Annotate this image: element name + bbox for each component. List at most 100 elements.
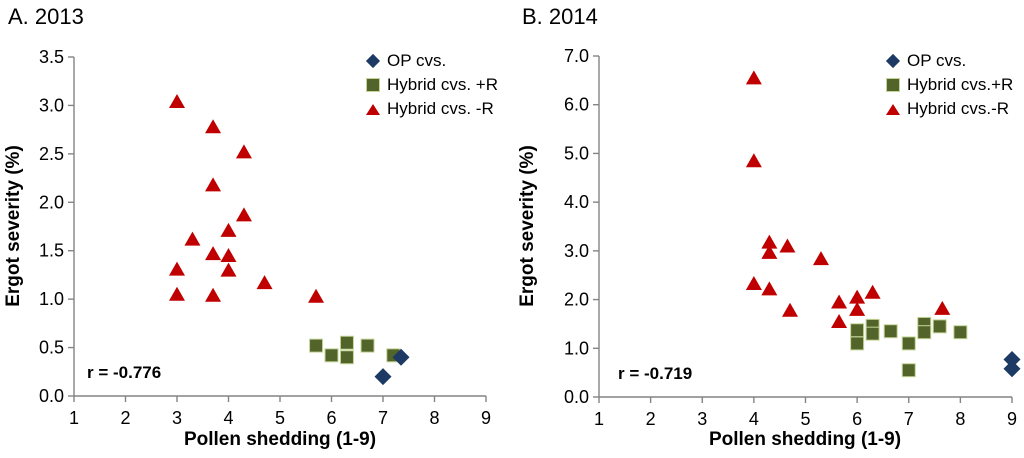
data-point-triangle [235, 207, 252, 222]
data-point-square [850, 323, 865, 338]
data-point-triangle [812, 251, 829, 266]
y-tick-label: 3.5 [39, 47, 64, 67]
data-point-square [360, 338, 375, 353]
y-tick-label: 2.0 [564, 290, 589, 310]
data-point-square [901, 336, 916, 351]
x-tick-label: 8 [429, 408, 439, 428]
data-point-square [953, 325, 968, 340]
y-tick-label: 5.0 [564, 143, 589, 163]
data-point-triangle [782, 302, 799, 317]
x-tick-label: 8 [955, 409, 965, 429]
y-tick-label: 0.0 [564, 387, 589, 407]
triangle-marker-icon [884, 103, 902, 115]
data-point-triangle [761, 281, 778, 296]
data-point-triangle [308, 288, 325, 303]
y-tick-label: 1.0 [564, 338, 589, 358]
data-point-square [324, 348, 339, 363]
data-point-square [850, 336, 865, 351]
series-triangle [169, 94, 325, 303]
legend-item-hybrid-plus-r: Hybrid cvs. +R [364, 73, 498, 97]
data-point-triangle [779, 238, 796, 253]
data-point-triangle [761, 244, 778, 259]
chart-panel-2013: A. 2013 Ergot severity (%) 1 2 3 4 5 6 7 8 9 0.0 0… [3, 4, 498, 450]
data-point-diamond [1003, 350, 1021, 368]
x-tick-label: 3 [697, 409, 707, 429]
legend-label: Hybrid cvs.+R [907, 75, 1014, 94]
data-point-square [932, 319, 947, 334]
x-tick-label: 2 [120, 408, 130, 428]
y-tick-label: 6.0 [564, 95, 589, 115]
data-point-triangle [169, 261, 185, 276]
legend-label: Hybrid cvs. +R [387, 75, 498, 94]
data-point-triangle [169, 94, 185, 109]
legend-item-hybrid-plus-r: Hybrid cvs.+R [884, 73, 1013, 97]
data-point-triangle [235, 144, 252, 159]
legend-label: OP cvs. [907, 51, 967, 70]
diamond-marker-icon [364, 53, 382, 69]
data-point-square [883, 324, 898, 339]
y-tick-label: 2.0 [39, 192, 64, 212]
data-point-triangle [169, 286, 185, 301]
x-tick-label: 7 [904, 409, 914, 429]
y-tick-label: 0.0 [39, 386, 64, 406]
data-point-triangle [745, 153, 762, 168]
data-point-diamond [392, 348, 410, 366]
x-tick-label: 6 [852, 409, 862, 429]
x-tick-label: 1 [69, 408, 79, 428]
data-point-triangle [205, 119, 222, 134]
data-point-square [865, 326, 880, 341]
y-tick-label: 4.0 [564, 192, 589, 212]
data-point-triangle [934, 300, 951, 315]
series-diamond [1003, 350, 1021, 378]
diamond-marker-icon [884, 53, 902, 69]
data-point-triangle [745, 70, 762, 85]
data-point-triangle [831, 294, 848, 309]
y-tick-label: 7.0 [564, 46, 589, 66]
legend-item-op-cvs: OP cvs. [884, 49, 1013, 73]
triangle-marker-icon [364, 103, 382, 115]
x-tick-label: 5 [275, 408, 285, 428]
y-tick-label: 3.0 [39, 95, 64, 115]
legend-label: Hybrid cvs. -R [387, 99, 494, 118]
data-point-triangle [220, 248, 237, 263]
x-tick-label: 9 [481, 408, 491, 428]
correlation-annotation: r = -0.776 [87, 363, 162, 382]
series-triangle [745, 70, 951, 328]
data-point-triangle [220, 222, 237, 237]
x-axis-title: Pollen shedding (1-9) [183, 429, 377, 450]
chart-panel-2014: B. 2014 Ergot severity (%) 1 2 3 4 5 6 7 8 9 0.0 1… [512, 0, 1024, 458]
x-tick-label: 6 [326, 408, 336, 428]
series-diamond [374, 348, 410, 386]
x-tick-label: 4 [223, 408, 233, 428]
plot-area-2013: 1 2 3 4 5 6 7 8 9 0.0 0.5 1.0 1.5 2.0 2.5 3.0 3.5 [39, 47, 491, 428]
y-tick-label: 0.5 [39, 338, 64, 358]
x-tick-label: 3 [172, 408, 182, 428]
y-tick-label: 1.5 [39, 241, 64, 261]
data-point-triangle [205, 177, 222, 192]
series-square [850, 316, 968, 378]
data-point-square [339, 350, 354, 365]
data-point-triangle [849, 301, 866, 316]
data-point-triangle [184, 231, 201, 246]
square-marker-icon [884, 78, 902, 92]
data-point-square [339, 335, 354, 350]
data-point-diamond [374, 368, 392, 386]
panel-title-2013: A. 2013 [8, 4, 84, 29]
data-point-triangle [761, 234, 778, 249]
data-point-triangle [831, 313, 848, 328]
x-axis-title: Pollen shedding (1-9) [708, 429, 902, 450]
x-tick-label: 1 [594, 409, 604, 429]
data-point-triangle [220, 262, 237, 277]
data-point-triangle [205, 287, 222, 302]
square-marker-icon [364, 78, 382, 92]
y-tick-label: 2.5 [39, 144, 64, 164]
plot-area-2014: 1 2 3 4 5 6 7 8 9 0.0 1.0 2.0 3.0 4.0 5.0 6.0 7.0 [564, 46, 1021, 429]
data-point-square [917, 325, 932, 340]
x-tick-label: 4 [749, 409, 759, 429]
data-point-square [901, 363, 916, 378]
legend-item-op-cvs: OP cvs. [364, 49, 498, 73]
y-tick-label: 3.0 [564, 241, 589, 261]
legend-item-hybrid-minus-r: Hybrid cvs.-R [884, 97, 1013, 121]
data-point-square [309, 338, 324, 353]
